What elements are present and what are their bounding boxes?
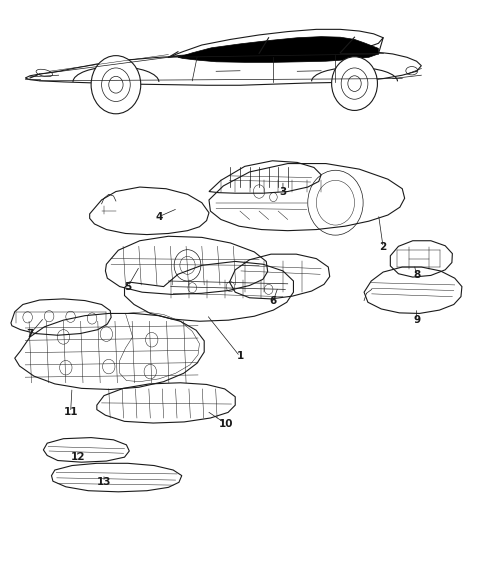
- Text: 2: 2: [380, 242, 387, 252]
- Text: 13: 13: [97, 477, 111, 487]
- Text: 3: 3: [279, 187, 287, 197]
- Text: 4: 4: [155, 212, 163, 221]
- Text: 9: 9: [413, 315, 420, 325]
- Polygon shape: [178, 37, 378, 62]
- Text: 12: 12: [71, 452, 85, 462]
- Text: 6: 6: [270, 296, 277, 306]
- Circle shape: [332, 57, 377, 111]
- Text: 5: 5: [124, 282, 132, 292]
- Text: 8: 8: [413, 270, 420, 280]
- Text: 10: 10: [218, 419, 233, 429]
- Text: 7: 7: [26, 329, 34, 339]
- Circle shape: [91, 56, 141, 114]
- Text: 11: 11: [63, 407, 78, 418]
- Text: 1: 1: [236, 351, 244, 361]
